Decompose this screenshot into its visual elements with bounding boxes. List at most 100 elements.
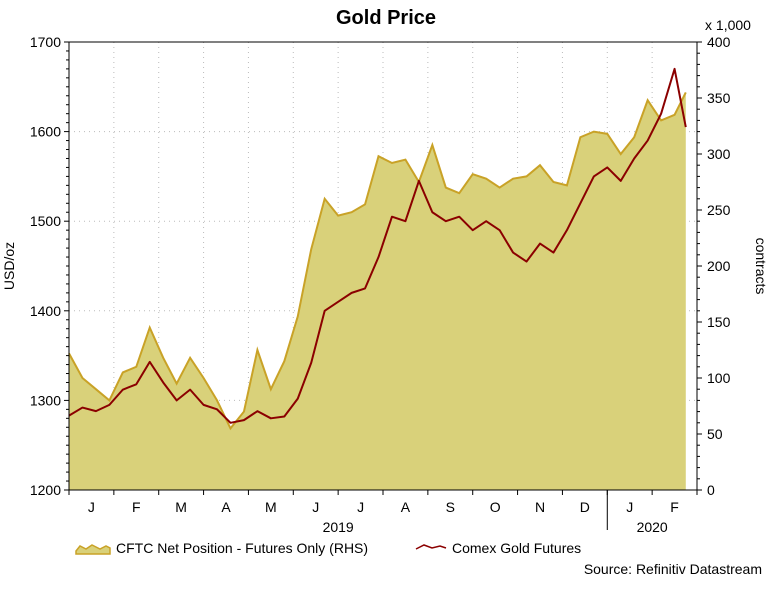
month-tick-label: M bbox=[265, 499, 277, 515]
right-tick-label: 50 bbox=[707, 426, 723, 442]
cftc-point bbox=[176, 383, 177, 384]
comex-point bbox=[432, 212, 433, 213]
comex-point bbox=[109, 404, 110, 405]
comex-point bbox=[364, 288, 365, 289]
left-axis-label: USD/oz bbox=[1, 242, 17, 290]
month-tick-label: A bbox=[221, 499, 231, 515]
comex-point bbox=[163, 382, 164, 383]
right-tick-label: 150 bbox=[707, 314, 731, 330]
left-axis: 1200 1300 1400 1500 1600 1700 bbox=[30, 34, 69, 498]
comex-point bbox=[607, 167, 608, 168]
comex-point bbox=[539, 243, 540, 244]
cftc-point bbox=[634, 137, 635, 138]
year-label: 2020 bbox=[637, 519, 668, 535]
cftc-point bbox=[566, 185, 567, 186]
cftc-point bbox=[122, 372, 123, 373]
cftc-point bbox=[620, 153, 621, 154]
legend-label-comex: Comex Gold Futures bbox=[452, 540, 581, 556]
cftc-point bbox=[685, 92, 686, 93]
comex-point bbox=[472, 230, 473, 231]
comex-point bbox=[378, 256, 379, 257]
cftc-point bbox=[216, 400, 217, 401]
comex-point bbox=[634, 158, 635, 159]
cftc-point bbox=[284, 361, 285, 362]
year-label: 2019 bbox=[323, 519, 354, 535]
month-tick-label: J bbox=[626, 499, 633, 515]
month-tick-label: J bbox=[88, 499, 95, 515]
comex-point bbox=[405, 221, 406, 222]
comex-point bbox=[674, 68, 675, 69]
cftc-point bbox=[445, 187, 446, 188]
cftc-point bbox=[607, 133, 608, 134]
comex-point bbox=[566, 230, 567, 231]
comex-point bbox=[136, 384, 137, 385]
cftc-area-series bbox=[68, 91, 687, 491]
month-tick-label: F bbox=[132, 499, 141, 515]
legend: CFTC Net Position - Futures Only (RHS) Co… bbox=[75, 540, 581, 556]
comex-point bbox=[526, 261, 527, 262]
comex-point bbox=[593, 176, 594, 177]
x-axis: J F M A M J J A S O N D J F 2019 2020 bbox=[68, 490, 698, 535]
left-tick-label: 1500 bbox=[30, 213, 61, 229]
cftc-point bbox=[82, 377, 83, 378]
left-tick-label: 1300 bbox=[30, 392, 61, 408]
month-tick-label: F bbox=[670, 499, 679, 515]
comex-point bbox=[324, 310, 325, 311]
cftc-point bbox=[324, 198, 325, 199]
cftc-point bbox=[109, 400, 110, 401]
cftc-point bbox=[459, 193, 460, 194]
month-tick-label: D bbox=[580, 499, 590, 515]
cftc-point bbox=[512, 178, 513, 179]
left-tick-label: 1400 bbox=[30, 303, 61, 319]
cftc-point bbox=[553, 181, 554, 182]
month-tick-label: A bbox=[401, 499, 411, 515]
comex-point bbox=[620, 180, 621, 181]
cftc-point bbox=[163, 357, 164, 358]
chart-title: Gold Price bbox=[336, 7, 436, 29]
cftc-point bbox=[257, 349, 258, 350]
comex-point bbox=[351, 292, 352, 293]
right-axis-label: contracts bbox=[753, 238, 769, 295]
comex-line-series bbox=[68, 67, 687, 424]
source-note: Source: Refinitiv Datastream bbox=[584, 561, 762, 577]
comex-point bbox=[95, 411, 96, 412]
cftc-point bbox=[149, 327, 150, 328]
legend-swatch-area bbox=[75, 544, 111, 555]
right-tick-label: 0 bbox=[707, 482, 715, 498]
cftc-point bbox=[270, 389, 271, 390]
comex-point bbox=[338, 301, 339, 302]
right-tick-label: 300 bbox=[707, 146, 731, 162]
right-tick-label: 350 bbox=[707, 90, 731, 106]
comex-point bbox=[445, 221, 446, 222]
comex-point bbox=[512, 252, 513, 253]
cftc-area-outline bbox=[68, 91, 687, 431]
cftc-point bbox=[351, 212, 352, 213]
left-tick-label: 1200 bbox=[30, 482, 61, 498]
cftc-point bbox=[297, 316, 298, 317]
cftc-point bbox=[432, 144, 433, 145]
cftc-point bbox=[405, 159, 406, 160]
comex-point bbox=[243, 420, 244, 421]
comex-point bbox=[149, 361, 150, 362]
cftc-point bbox=[580, 137, 581, 138]
month-tick-label: J bbox=[357, 499, 364, 515]
cftc-point bbox=[593, 131, 594, 132]
comex-point bbox=[580, 203, 581, 204]
cftc-point bbox=[136, 366, 137, 367]
right-axis-unit-note: x 1,000 bbox=[705, 17, 751, 33]
comex-point bbox=[553, 252, 554, 253]
right-axis: 0 50 100 150 200 250 300 350 400 bbox=[697, 34, 731, 498]
month-tick-label: J bbox=[312, 499, 319, 515]
legend-label-cftc: CFTC Net Position - Futures Only (RHS) bbox=[116, 540, 368, 556]
comex-point bbox=[230, 422, 231, 423]
comex-point bbox=[122, 389, 123, 390]
comex-point bbox=[82, 407, 83, 408]
left-tick-label: 1700 bbox=[30, 34, 61, 50]
cftc-point bbox=[338, 215, 339, 216]
right-tick-label: 200 bbox=[707, 258, 731, 274]
comex-point bbox=[311, 362, 312, 363]
cftc-point bbox=[674, 114, 675, 115]
right-tick-label: 100 bbox=[707, 370, 731, 386]
comex-point bbox=[216, 409, 217, 410]
